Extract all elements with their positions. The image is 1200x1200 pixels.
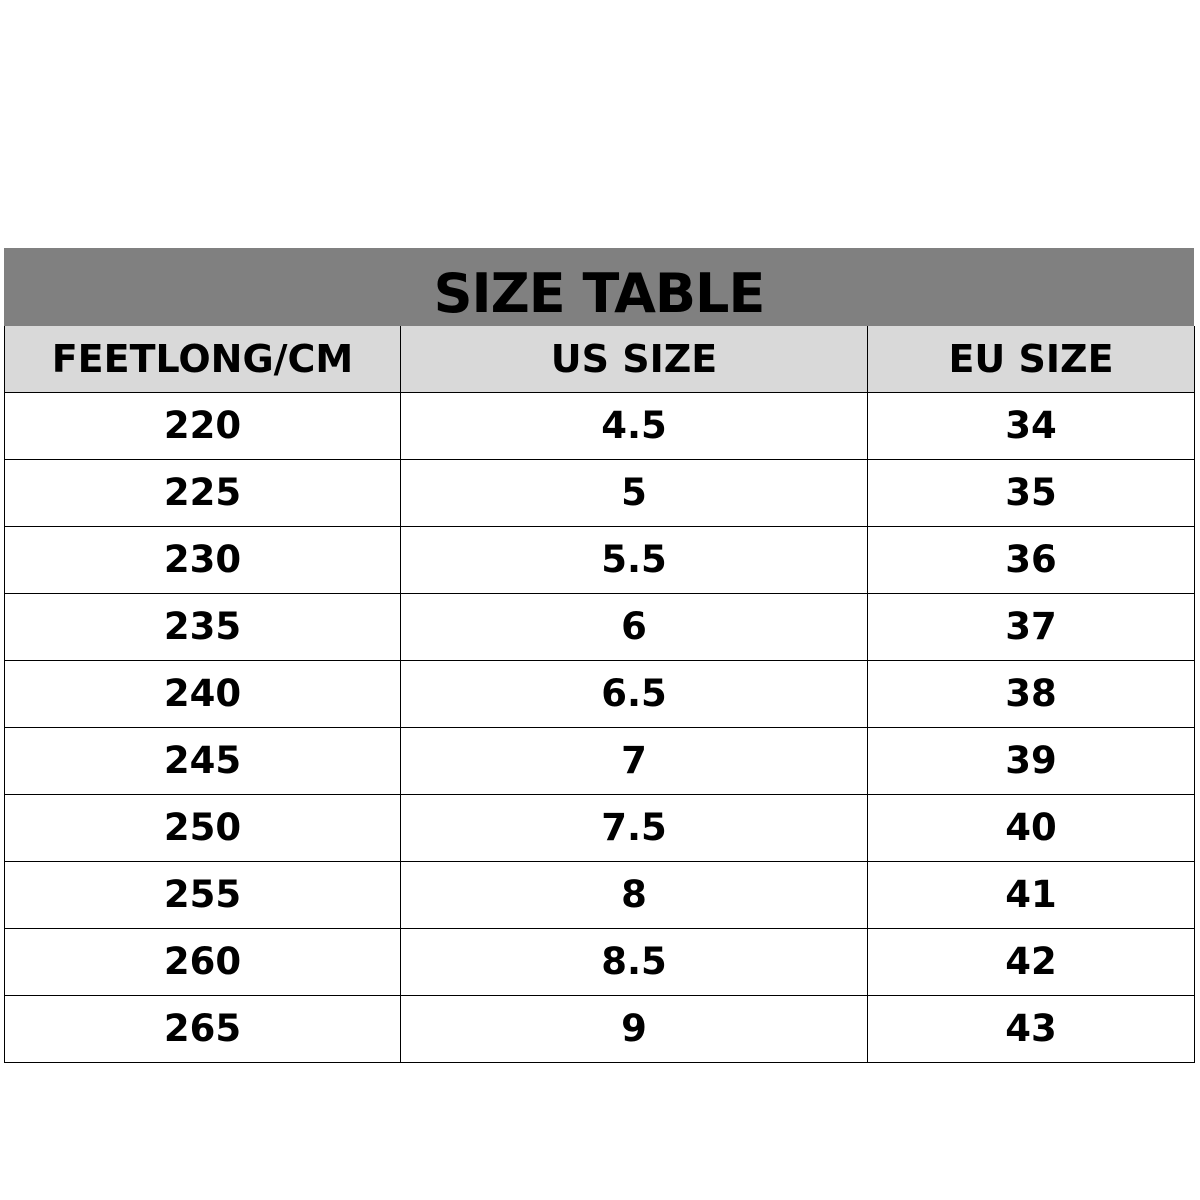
feetlong-cell: 230 [4,526,401,594]
table-row: 245 7 39 [4,727,1195,795]
feetlong-cell: 245 [4,727,401,795]
us-size-cell: 6 [400,593,868,661]
feetlong-cell: 265 [4,995,401,1063]
table-row: 265 9 43 [4,995,1195,1063]
column-header-feetlong: FEETLONG/CM [4,326,401,393]
eu-size-cell: 39 [867,727,1195,795]
feetlong-cell: 255 [4,861,401,929]
feetlong-cell: 250 [4,794,401,862]
size-table: FEETLONG/CM US SIZE EU SIZE 220 4.5 34 225 5… [4,326,1195,1063]
column-header-eu-size: EU SIZE [867,326,1195,393]
us-size-cell: 5.5 [400,526,868,594]
eu-size-cell: 43 [867,995,1195,1063]
us-size-cell: 8.5 [400,928,868,996]
eu-size-cell: 42 [867,928,1195,996]
column-header-us-size: US SIZE [400,326,868,393]
us-size-cell: 9 [400,995,868,1063]
eu-size-cell: 35 [867,459,1195,527]
table-row: 250 7.5 40 [4,794,1195,862]
eu-size-cell: 34 [867,392,1195,460]
eu-size-cell: 37 [867,593,1195,661]
header-row: FEETLONG/CM US SIZE EU SIZE [4,326,1195,393]
feetlong-cell: 240 [4,660,401,728]
eu-size-cell: 36 [867,526,1195,594]
table-row: 260 8.5 42 [4,928,1195,996]
us-size-cell: 8 [400,861,868,929]
table-row: 255 8 41 [4,861,1195,929]
table-row: 225 5 35 [4,459,1195,527]
eu-size-cell: 41 [867,861,1195,929]
us-size-cell: 7.5 [400,794,868,862]
table-row: 235 6 37 [4,593,1195,661]
feetlong-cell: 260 [4,928,401,996]
us-size-cell: 7 [400,727,868,795]
table-row: 240 6.5 38 [4,660,1195,728]
us-size-cell: 5 [400,459,868,527]
eu-size-cell: 40 [867,794,1195,862]
table-row: 230 5.5 36 [4,526,1195,594]
feetlong-cell: 225 [4,459,401,527]
feetlong-cell: 220 [4,392,401,460]
us-size-cell: 4.5 [400,392,868,460]
table-title: SIZE TABLE [4,248,1194,326]
feetlong-cell: 235 [4,593,401,661]
size-table-container: SIZE TABLE FEETLONG/CM US SIZE EU SIZE 2… [4,248,1195,1063]
us-size-cell: 6.5 [400,660,868,728]
eu-size-cell: 38 [867,660,1195,728]
table-row: 220 4.5 34 [4,392,1195,460]
